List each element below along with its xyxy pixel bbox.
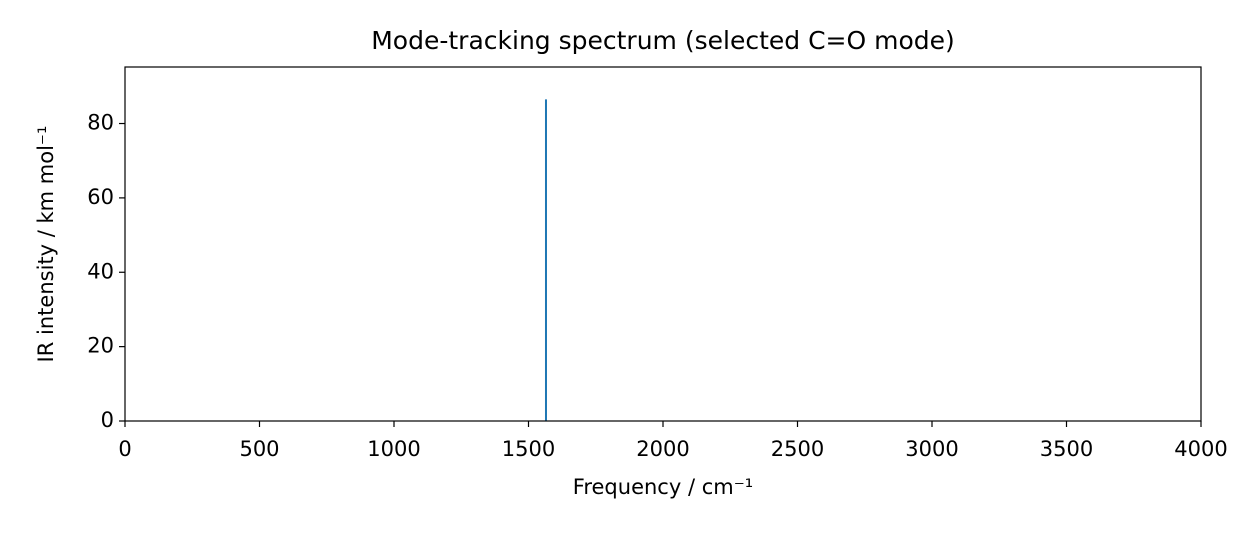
x-tick-label: 0 [118, 437, 131, 461]
y-axis-label: IR intensity / km mol⁻¹ [34, 126, 58, 363]
y-tick-label: 60 [87, 185, 114, 209]
plot-frame [124, 66, 1202, 422]
x-axis-label: Frequency / cm⁻¹ [573, 475, 753, 499]
y-tick-label: 40 [87, 259, 114, 283]
x-tick-label: 2000 [636, 437, 689, 461]
x-tick-label: 500 [239, 437, 279, 461]
x-tick-label: 2500 [771, 437, 824, 461]
x-tick-label: 1000 [367, 437, 420, 461]
x-tick-label: 3000 [905, 437, 958, 461]
x-tick-label: 3500 [1040, 437, 1093, 461]
x-tick-label: 1500 [502, 437, 555, 461]
y-tick-label: 20 [87, 334, 114, 358]
y-tick-label: 0 [101, 408, 114, 432]
y-tick-label: 80 [87, 111, 114, 135]
chart-title: Mode-tracking spectrum (selected C=O mod… [371, 26, 955, 55]
x-tick-label: 4000 [1174, 437, 1227, 461]
